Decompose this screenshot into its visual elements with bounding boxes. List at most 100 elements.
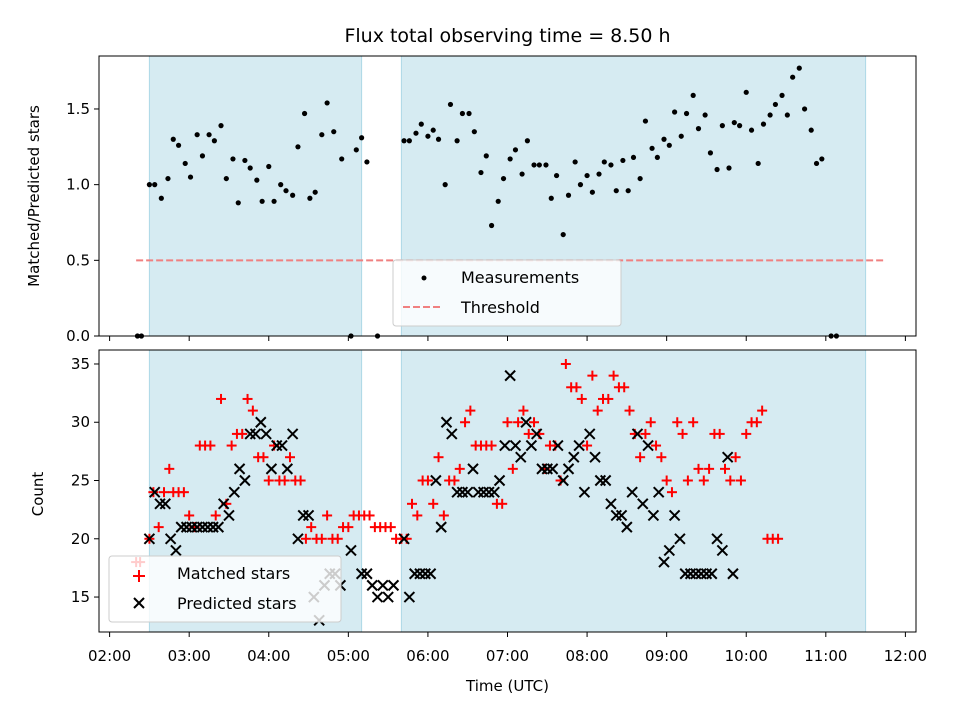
measurement-point <box>524 138 530 144</box>
matched-stars-point <box>210 510 221 521</box>
predicted-stars-point <box>721 451 734 463</box>
matched-stars-point <box>497 498 508 509</box>
predicted-stars-point <box>217 498 230 510</box>
predicted-stars-point <box>398 533 410 545</box>
matched-stars-point <box>438 510 449 521</box>
matched-stars-point <box>725 475 736 486</box>
measurement-point <box>271 198 277 204</box>
measurement-point <box>158 195 164 201</box>
matched-stars-point <box>518 405 529 416</box>
measurement-point <box>819 156 825 162</box>
predicted-stars-point <box>430 474 442 487</box>
measurement-point <box>170 136 176 142</box>
top-y-tick-label: 1.0 <box>66 176 90 194</box>
matched-stars-point <box>412 510 423 521</box>
predicted-stars-point <box>674 533 686 545</box>
matched-stars-point <box>693 463 704 474</box>
matched-stars-point <box>507 463 518 474</box>
top-legend: Measurements Threshold <box>392 259 622 327</box>
predicted-stars-point <box>276 439 288 452</box>
measurement-point <box>779 92 785 98</box>
matched-stars-point <box>640 428 651 439</box>
measurement-point <box>331 129 337 135</box>
bottom-x-tick-label: 10:00 <box>725 647 768 665</box>
predicted-stars-point <box>552 439 564 452</box>
measurement-point <box>175 142 182 148</box>
top-legend-box <box>392 259 622 327</box>
measurement-point <box>254 177 260 183</box>
predicted-stars-point <box>515 451 527 463</box>
matched-stars-point <box>306 522 317 533</box>
measurement-point <box>454 138 460 144</box>
matched-stars-point <box>704 463 715 474</box>
measurement-point <box>726 165 732 171</box>
matched-stars-point <box>735 475 746 486</box>
bottom-x-tick-label: 04:00 <box>247 647 290 665</box>
predicted-stars-point <box>249 428 262 440</box>
measurement-point <box>401 138 407 144</box>
top-data-marks <box>134 65 886 339</box>
matched-stars-point <box>529 417 540 428</box>
matched-stars-point <box>656 452 667 463</box>
measurement-point <box>536 162 542 168</box>
matched-stars-point <box>757 405 768 416</box>
legend-matched-label: Matched stars <box>177 564 290 583</box>
measurement-point <box>748 127 755 133</box>
measurement-point <box>743 89 749 95</box>
measurement-point <box>813 160 820 167</box>
measurement-point <box>808 127 814 133</box>
predicted-stars-point <box>546 463 559 475</box>
predicted-stars-point <box>148 486 161 498</box>
measurement-point <box>637 175 643 182</box>
matched-stars-point <box>247 405 258 416</box>
measurement-point <box>187 174 194 180</box>
bottom-x-tick-label: 09:00 <box>645 647 688 665</box>
measurement-point <box>364 159 370 165</box>
measurement-point <box>324 100 330 106</box>
measurement-point <box>283 188 289 194</box>
matched-stars-point <box>428 498 439 509</box>
bottom-x-tick-label: 12:00 <box>884 647 927 665</box>
matched-stars-point <box>300 533 311 544</box>
measurement-point <box>755 160 761 167</box>
bottom-x-axis-label: Time (UTC) <box>465 677 549 695</box>
matched-stars-point <box>322 510 333 521</box>
predicted-stars-point <box>647 509 660 522</box>
measurement-point <box>223 175 229 182</box>
measurement-point <box>447 101 454 108</box>
bottom-x-tick-label: 08:00 <box>565 647 608 665</box>
measurement-point <box>295 144 301 150</box>
measurement-point <box>531 162 537 168</box>
measurement-point <box>259 198 265 204</box>
matched-stars-point <box>295 475 306 486</box>
matched-stars-point <box>608 370 619 381</box>
top-y-tick-label: 0.0 <box>66 327 90 345</box>
matched-stars-point <box>164 463 175 474</box>
measurement-point <box>459 110 466 117</box>
bottom-x-tick-label: 05:00 <box>327 647 370 665</box>
measurement-point <box>278 182 284 188</box>
measurement-point <box>230 156 236 162</box>
top-x-ticks <box>109 336 906 341</box>
measurement-point <box>182 160 188 167</box>
measurement-point <box>608 162 614 168</box>
bottom-x-ticks: 02:00 03:00 04:00 05:00 06:00 07:00 08:00 09:00… <box>88 632 927 665</box>
matched-stars-point <box>603 393 614 404</box>
predicted-stars-point <box>520 416 532 428</box>
measurement-point <box>565 192 572 198</box>
bottom-x-tick-label: 06:00 <box>406 647 449 665</box>
legend-matched-marker <box>133 570 145 582</box>
matched-stars-point <box>237 428 248 439</box>
measurement-point <box>471 129 477 135</box>
measurement-point <box>339 156 345 162</box>
matched-stars-point <box>407 498 418 509</box>
predicted-stars-point <box>493 474 506 487</box>
matched-stars-point <box>730 452 741 463</box>
matched-stars-point <box>460 417 471 428</box>
measurement-point <box>572 159 578 165</box>
measurement-point <box>359 135 365 141</box>
top-chart-title: Flux total observing time = 8.50 h <box>344 25 670 47</box>
measurement-point <box>500 175 507 182</box>
predicted-stars-point <box>706 568 718 580</box>
matched-stars-point <box>560 358 571 369</box>
